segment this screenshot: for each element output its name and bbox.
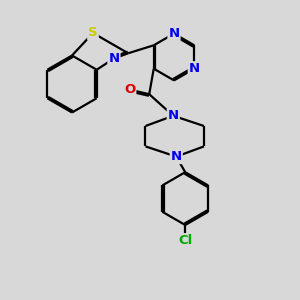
Text: N: N: [189, 62, 200, 75]
Text: N: N: [168, 27, 180, 40]
Text: Cl: Cl: [178, 234, 192, 247]
Text: S: S: [88, 26, 98, 40]
Text: N: N: [108, 52, 119, 65]
Text: N: N: [171, 150, 182, 163]
Text: O: O: [124, 83, 135, 96]
Text: N: N: [168, 109, 179, 122]
